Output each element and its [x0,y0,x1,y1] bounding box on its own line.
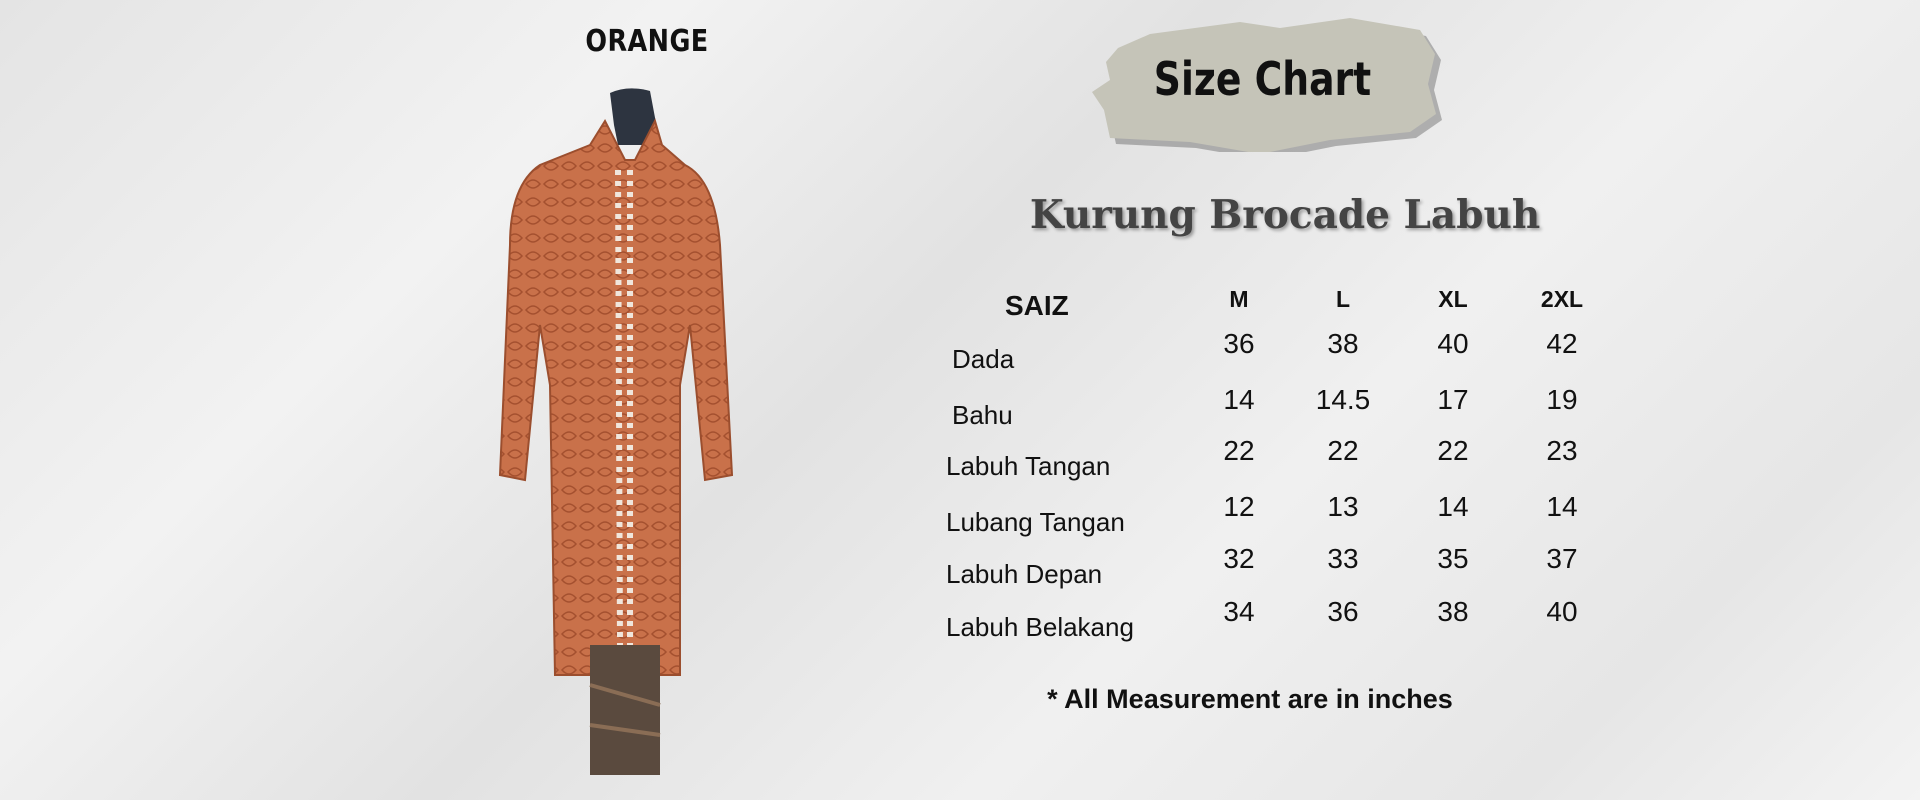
size-value-cell: 22 [1327,435,1359,466]
row-label: Labuh Depan [946,559,1103,589]
size-value-cell: 35 [1437,543,1469,574]
measurement-footnote: * All Measurement are in inches [1047,684,1453,714]
size-value-cell: 33 [1327,543,1359,574]
product-title: Kurung Brocade Labuh [1029,192,1541,238]
size-value-cell: 38 [1437,596,1469,627]
size-value-cell: 37 [1546,543,1578,574]
size-value-cell: 36 [1327,596,1359,627]
size-value-cell: 17 [1437,384,1469,415]
size-value-cell: 13 [1327,491,1359,522]
size-value-cell: 19 [1546,384,1578,415]
size-value-cell: 14 [1223,384,1255,415]
dress-photo [498,88,734,775]
row-label: Lubang Tangan [946,507,1125,537]
size-value-cell: 42 [1546,328,1578,359]
size-value-cell: 34 [1223,596,1255,627]
size-value-cell: 36 [1223,328,1255,359]
row-label: Labuh Belakang [946,612,1134,642]
color-label: ORANGE [585,24,709,59]
size-value-cell: 22 [1437,435,1469,466]
size-header-xl: XL [1438,286,1468,312]
size-chart-badge-shape [1092,18,1442,152]
size-value-cell: 22 [1223,435,1255,466]
row-label: Labuh Tangan [946,451,1111,481]
size-value-cell: 38 [1327,328,1359,359]
size-value-cell: 14 [1437,491,1469,522]
size-value-cell: 23 [1546,435,1578,466]
row-label: Dada [952,344,1015,374]
size-value-cell: 14 [1546,491,1578,522]
size-header-l: L [1335,286,1351,312]
size-value-cell: 40 [1437,328,1469,359]
size-header-label: SAIZ [1005,290,1069,321]
size-header-m: M [1229,286,1249,312]
row-label: Bahu [952,400,1013,430]
size-chart-heading: Size Chart [1153,52,1372,106]
size-header-2xl: 2XL [1540,286,1584,312]
size-value-cell: 32 [1223,543,1255,574]
size-value-cell: 12 [1223,491,1255,522]
size-value-cell: 40 [1546,596,1578,627]
size-value-cell: 14.5 [1315,384,1371,415]
